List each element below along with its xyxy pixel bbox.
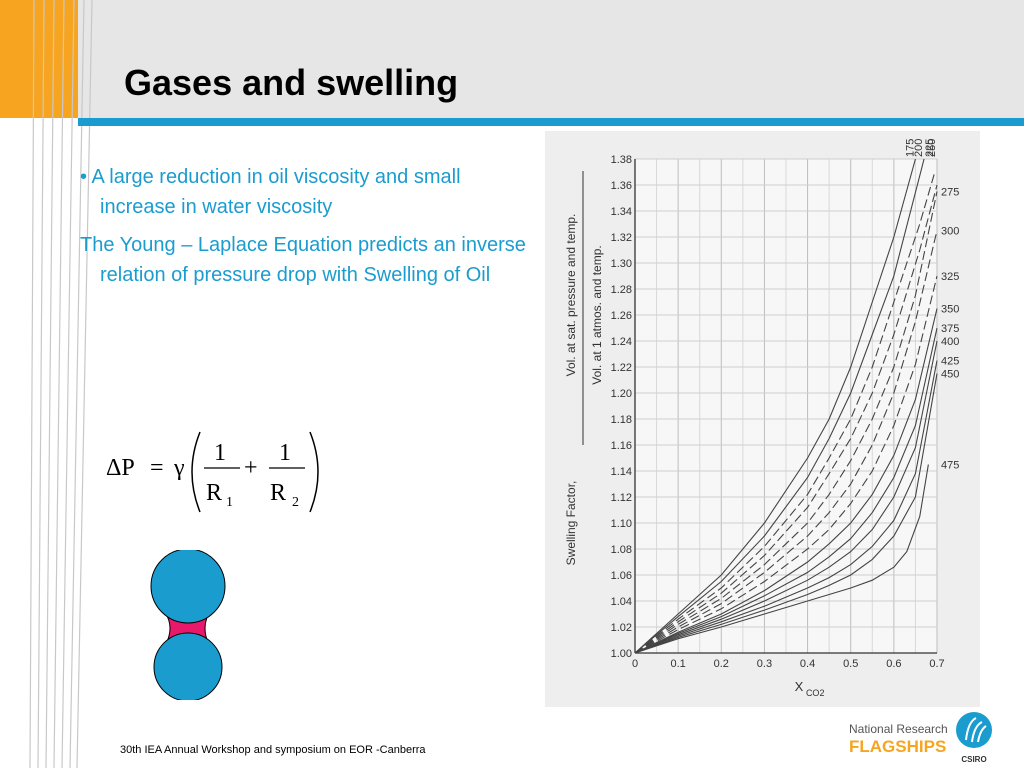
y-tick-label: 1.16: [611, 440, 632, 452]
slide-title: Gases and swelling: [124, 62, 459, 103]
y-tick-label: 1.12: [611, 492, 632, 504]
x-tick-label: 0.1: [670, 658, 685, 670]
y-tick-label: 1.34: [611, 206, 632, 218]
bullet-item: • A large reduction in oil viscosity and…: [80, 166, 461, 218]
y-tick-label: 1.08: [611, 544, 632, 556]
series-line: [634, 308, 938, 654]
y-tick-label: 1.10: [611, 518, 632, 530]
eq-den-1: R: [206, 480, 222, 506]
title-underline: [78, 118, 1024, 126]
young-laplace-equation: ΔP = γ 1 R 1 + 1 R 2: [106, 431, 319, 513]
y-tick-label: 1.38: [611, 154, 632, 166]
series-line: [634, 171, 936, 654]
eq-lhs: ΔP: [106, 455, 135, 481]
series-label: 225: [924, 139, 936, 157]
x-tick-label: 0.4: [800, 658, 815, 670]
bullet-text: A large reduction in oil viscosity and s…: [91, 166, 461, 218]
x-tick-label: 0: [632, 658, 638, 670]
x-tick-label: 0.2: [714, 658, 729, 670]
y-tick-label: 1.22: [611, 362, 632, 374]
series-label: 275: [941, 187, 959, 199]
logo-line-2: FLAGSHIPS: [849, 737, 947, 756]
series-line: [634, 464, 929, 654]
series-line: [634, 360, 938, 654]
series-line: [634, 191, 938, 654]
series-line: [634, 327, 938, 654]
upper-droplet: [150, 550, 226, 624]
series-label: 200: [913, 139, 925, 157]
y-tick-label: 1.30: [611, 258, 632, 270]
y-tick-label: 1.36: [611, 180, 632, 192]
eq-sub-1: 1: [226, 495, 233, 510]
series-label: 350: [941, 304, 959, 316]
series-line: [634, 230, 938, 654]
y-tick-label: 1.20: [611, 388, 632, 400]
footer-text: 30th IEA Annual Workshop and symposium o…: [120, 744, 426, 756]
series-line: [634, 340, 938, 654]
eq-gamma: γ: [173, 455, 185, 481]
paragraph-text: The Young – Laplace Equation predicts an…: [80, 234, 526, 286]
chart-svg: 1.00 1.02 1.04 1.06 1.08 1.10 1.12 1.14 1.16 1.18…: [564, 139, 959, 698]
series-label: 300: [941, 226, 959, 238]
swelling-factor-chart: 1.00 1.02 1.04 1.06 1.08 1.10 1.12 1.14 1.16 1.18…: [545, 131, 980, 707]
orange-accent-block: [0, 0, 78, 118]
eq-num-1: 1: [214, 440, 226, 466]
series-line: [634, 184, 938, 654]
series-label: 400: [941, 336, 959, 348]
eq-equals: =: [150, 455, 164, 481]
series-label: 450: [941, 369, 959, 381]
logo-line-1: National Research: [849, 722, 948, 736]
series-label: 250: [926, 139, 938, 157]
x-tick-label: 0.6: [886, 658, 901, 670]
y-axis-label-numerator: Vol. at sat. pressure and temp.: [564, 214, 578, 377]
series-line: [634, 158, 925, 654]
y-tick-label: 1.14: [611, 466, 632, 478]
y-axis-label-outer: Swelling Factor,: [564, 481, 578, 566]
y-tick-label: 1.32: [611, 232, 632, 244]
x-tick-label: 0.3: [757, 658, 772, 670]
decorative-stripes: [29, 0, 93, 768]
y-tick-label: 1.00: [611, 648, 632, 660]
x-axis-label: X: [795, 679, 804, 694]
eq-plus: +: [244, 455, 258, 481]
series-label: 425: [941, 356, 959, 368]
csiro-text: CSIRO: [961, 755, 986, 764]
csiro-logo: CSIRO: [956, 712, 992, 764]
y-tick-label: 1.28: [611, 284, 632, 296]
y-tick-label: 1.18: [611, 414, 632, 426]
lower-droplet: [153, 632, 223, 700]
series-label: 475: [941, 460, 959, 472]
series-label: 375: [941, 323, 959, 335]
x-tick-label: 0.7: [929, 658, 944, 670]
series-line: [634, 158, 916, 654]
y-tick-label: 1.24: [611, 336, 632, 348]
y-tick-label: 1.04: [611, 596, 632, 608]
eq-left-paren: [191, 431, 201, 513]
series-label: 325: [941, 271, 959, 283]
eq-num-2: 1: [279, 440, 291, 466]
x-axis-label-subscript: CO2: [806, 688, 825, 698]
eq-right-paren: [309, 431, 319, 513]
eq-sub-2: 2: [292, 495, 299, 510]
series-line: [634, 373, 938, 654]
droplet-diagram: [150, 550, 226, 700]
header-band: [0, 0, 1024, 118]
series-line: [634, 275, 938, 654]
x-tick-label: 0.5: [843, 658, 858, 670]
series-label: 175: [904, 139, 916, 157]
body-text: • A large reduction in oil viscosity and…: [80, 162, 530, 290]
y-tick-label: 1.06: [611, 570, 632, 582]
y-axis-label-denominator: Vol. at 1 atmos. and temp.: [590, 245, 604, 384]
y-tick-label: 1.26: [611, 310, 632, 322]
y-tick-label: 1.02: [611, 622, 632, 634]
eq-den-2: R: [270, 480, 286, 506]
